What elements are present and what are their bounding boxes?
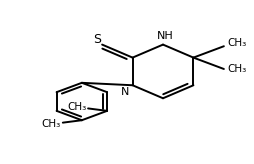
Text: N: N	[120, 87, 129, 97]
Text: S: S	[93, 33, 101, 46]
Text: CH₃: CH₃	[42, 119, 61, 129]
Text: CH₃: CH₃	[226, 64, 245, 74]
Text: CH₃: CH₃	[226, 38, 245, 48]
Text: CH₃: CH₃	[67, 102, 86, 112]
Text: NH: NH	[156, 31, 173, 41]
